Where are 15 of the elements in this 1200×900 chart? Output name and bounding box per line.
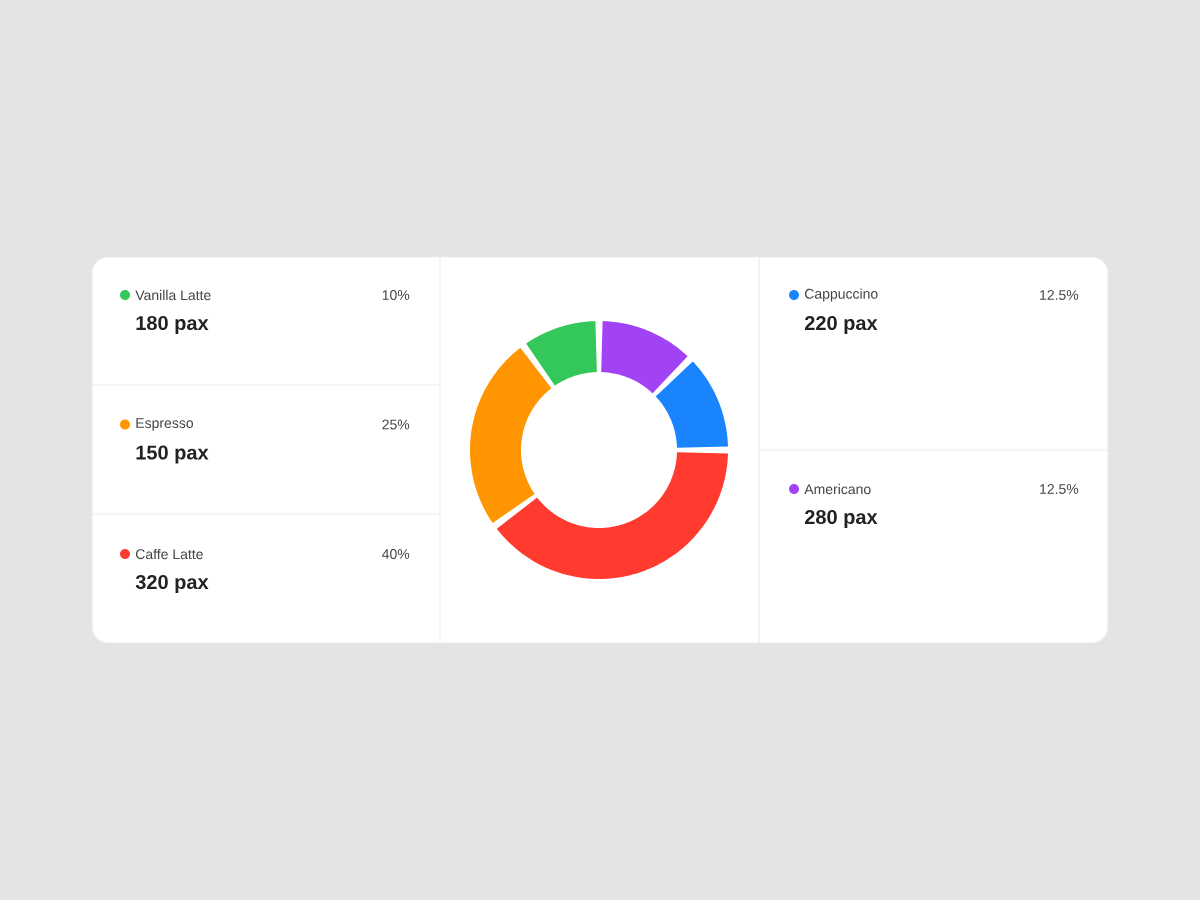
data-label: 25% [382,419,410,430]
legend-label: Espresso [136,418,194,431]
text: 220 pax [804,315,878,335]
legend-label: Caffe Latte [135,548,203,560]
data-label: 40% [382,549,410,559]
data-label: 12.5% [1040,290,1079,300]
legend-label: Vanilla Latte [135,289,211,301]
text: 150 pax [136,445,209,464]
text: 320 pax [135,574,209,594]
text: 180 pax [136,315,209,335]
data-label: 10% [382,290,410,300]
data-label: 12.5% [1040,484,1079,494]
legend-label: Cappuccino [804,288,878,302]
text: 280 pax [804,509,878,529]
legend-label: Americano [804,483,871,495]
